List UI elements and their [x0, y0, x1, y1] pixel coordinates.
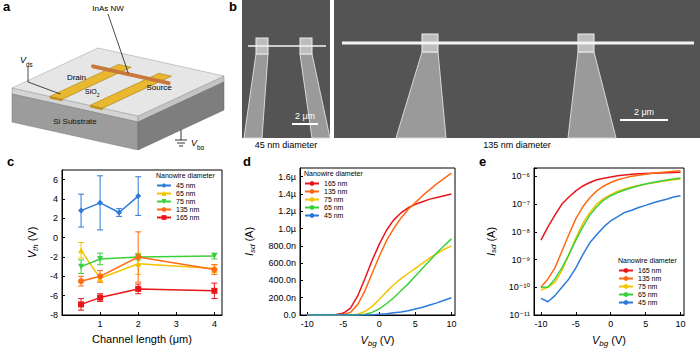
svg-text:I: I — [484, 253, 497, 257]
svg-text:-2: -2 — [50, 252, 58, 262]
svg-text:SiO2: SiO2 — [85, 88, 100, 98]
svg-text:5: 5 — [643, 319, 648, 329]
svg-text:10: 10 — [676, 319, 686, 329]
svg-text:Nanowire diameter: Nanowire diameter — [304, 170, 363, 177]
svg-text:0: 0 — [608, 319, 613, 329]
svg-text:Nanowire diameter: Nanowire diameter — [156, 172, 215, 179]
svg-text:-8: -8 — [50, 310, 58, 320]
svg-text:10⁻⁶: 10⁻⁶ — [512, 171, 531, 181]
svg-text:d: d — [243, 154, 251, 169]
svg-text:135 nm: 135 nm — [324, 188, 348, 195]
svg-text:b: b — [229, 0, 237, 14]
svg-text:75 nm: 75 nm — [176, 198, 196, 205]
svg-text:(V): (V) — [608, 334, 626, 346]
svg-text:45 nm: 45 nm — [176, 182, 196, 189]
svg-text:th: th — [30, 244, 40, 251]
svg-text:(A): (A) — [243, 227, 255, 245]
svg-text:200.0n: 200.0n — [268, 293, 296, 303]
svg-text:sd: sd — [489, 244, 499, 254]
svg-text:3: 3 — [174, 319, 179, 329]
svg-text:65 nm: 65 nm — [324, 204, 344, 211]
svg-text:165 nm: 165 nm — [176, 214, 200, 221]
svg-text:1.6µ: 1.6µ — [278, 172, 296, 182]
svg-text:2 μm: 2 μm — [295, 111, 315, 121]
svg-text:4: 4 — [53, 194, 58, 204]
svg-text:I: I — [243, 253, 255, 257]
svg-text:Drain: Drain — [67, 73, 86, 82]
svg-text:1.0µ: 1.0µ — [278, 224, 296, 234]
svg-text:5: 5 — [413, 319, 418, 329]
svg-text:800.0n: 800.0n — [268, 241, 296, 251]
svg-text:(V): (V) — [26, 227, 38, 245]
svg-text:-5: -5 — [572, 319, 580, 329]
html-text:Vbg: Vbg — [360, 334, 377, 348]
svg-text:75 nm: 75 nm — [638, 283, 658, 290]
svg-text:0: 0 — [53, 233, 58, 243]
svg-text:1.2µ: 1.2µ — [278, 206, 296, 216]
svg-text:1: 1 — [98, 319, 103, 329]
svg-text:45 nm diameter: 45 nm diameter — [255, 140, 318, 150]
svg-text:10⁻¹⁰: 10⁻¹⁰ — [509, 282, 531, 292]
svg-text:65 nm: 65 nm — [176, 190, 196, 197]
svg-text:135 nm: 135 nm — [176, 206, 200, 213]
svg-text:(V): (V) — [377, 334, 395, 346]
svg-text:V: V — [26, 251, 39, 259]
svg-text:2 μm: 2 μm — [634, 107, 654, 117]
svg-text:a: a — [3, 0, 11, 14]
svg-text:10⁻⁹: 10⁻⁹ — [511, 255, 530, 265]
svg-text:-5: -5 — [339, 319, 347, 329]
svg-text:Nanowire diameter: Nanowire diameter — [618, 257, 677, 264]
svg-text:Vds: Vds — [20, 55, 33, 68]
svg-text:65 nm: 65 nm — [638, 291, 658, 298]
svg-text:135 nm: 135 nm — [638, 275, 662, 282]
svg-text:10⁻⁷: 10⁻⁷ — [512, 199, 530, 209]
svg-text:-10: -10 — [534, 319, 547, 329]
svg-text:Source: Source — [146, 83, 172, 92]
svg-text:10: 10 — [446, 319, 456, 329]
svg-text:400.0n: 400.0n — [268, 275, 296, 285]
svg-text:10⁻¹¹: 10⁻¹¹ — [509, 310, 530, 320]
svg-text:1.4µ: 1.4µ — [278, 189, 296, 199]
svg-text:0.0: 0.0 — [283, 310, 296, 320]
svg-text:2: 2 — [136, 319, 141, 329]
svg-text:165 nm: 165 nm — [638, 267, 662, 274]
svg-text:10⁻⁸: 10⁻⁸ — [511, 227, 530, 237]
svg-text:75 nm: 75 nm — [324, 196, 344, 203]
svg-text:-10: -10 — [301, 319, 314, 329]
svg-text:sd: sd — [247, 244, 257, 254]
svg-text:-4: -4 — [50, 271, 58, 281]
svg-text:6: 6 — [53, 175, 58, 185]
svg-text:165 nm: 165 nm — [324, 180, 348, 187]
svg-text:InAs NW: InAs NW — [92, 4, 124, 13]
svg-text:Channel length (μm): Channel length (μm) — [92, 333, 192, 345]
svg-text:135 nm diameter: 135 nm diameter — [483, 140, 551, 150]
svg-text:Si Substrate: Si Substrate — [53, 117, 97, 126]
svg-text:0: 0 — [377, 319, 382, 329]
svg-text:45 nm: 45 nm — [638, 299, 658, 306]
svg-text:600.0n: 600.0n — [268, 258, 296, 268]
svg-text:c: c — [7, 154, 14, 169]
svg-text:Vbg: Vbg — [191, 138, 205, 150]
svg-text:(A): (A) — [485, 227, 497, 245]
svg-text:4: 4 — [212, 319, 217, 329]
svg-text:2: 2 — [53, 213, 58, 223]
svg-text:45 nm: 45 nm — [324, 212, 344, 219]
svg-text:e: e — [479, 154, 486, 169]
html-text:Vbg: Vbg — [592, 334, 609, 348]
svg-text:-6: -6 — [50, 291, 58, 301]
